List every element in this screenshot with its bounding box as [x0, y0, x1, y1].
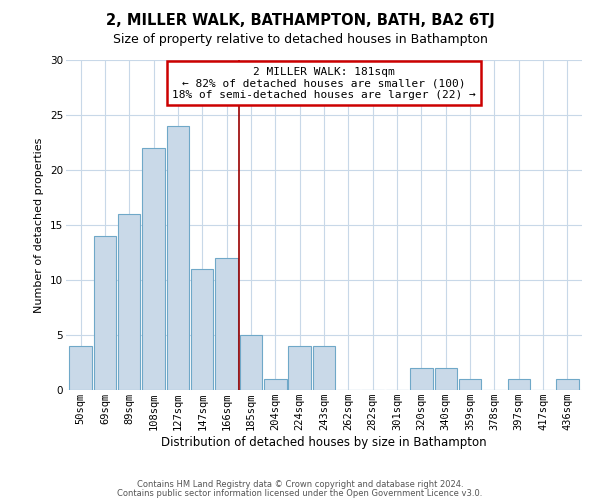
Bar [410, 368, 433, 390]
Bar [264, 379, 287, 390]
X-axis label: Distribution of detached houses by size in Bathampton: Distribution of detached houses by size … [161, 436, 487, 449]
Text: 2, MILLER WALK, BATHAMPTON, BATH, BA2 6TJ: 2, MILLER WALK, BATHAMPTON, BATH, BA2 6T… [106, 12, 494, 28]
Text: 2 MILLER WALK: 181sqm
← 82% of detached houses are smaller (100)
18% of semi-det: 2 MILLER WALK: 181sqm ← 82% of detached … [172, 66, 476, 100]
Bar [508, 379, 530, 390]
Bar [70, 346, 92, 390]
Bar [289, 346, 311, 390]
Text: Contains HM Land Registry data © Crown copyright and database right 2024.: Contains HM Land Registry data © Crown c… [137, 480, 463, 489]
Bar [240, 335, 262, 390]
Bar [459, 379, 481, 390]
Bar [191, 269, 214, 390]
Y-axis label: Number of detached properties: Number of detached properties [34, 138, 44, 312]
Bar [118, 214, 140, 390]
Bar [313, 346, 335, 390]
Bar [215, 258, 238, 390]
Bar [94, 236, 116, 390]
Bar [142, 148, 165, 390]
Text: Contains public sector information licensed under the Open Government Licence v3: Contains public sector information licen… [118, 488, 482, 498]
Text: Size of property relative to detached houses in Bathampton: Size of property relative to detached ho… [113, 32, 487, 46]
Bar [167, 126, 189, 390]
Bar [434, 368, 457, 390]
Bar [556, 379, 578, 390]
